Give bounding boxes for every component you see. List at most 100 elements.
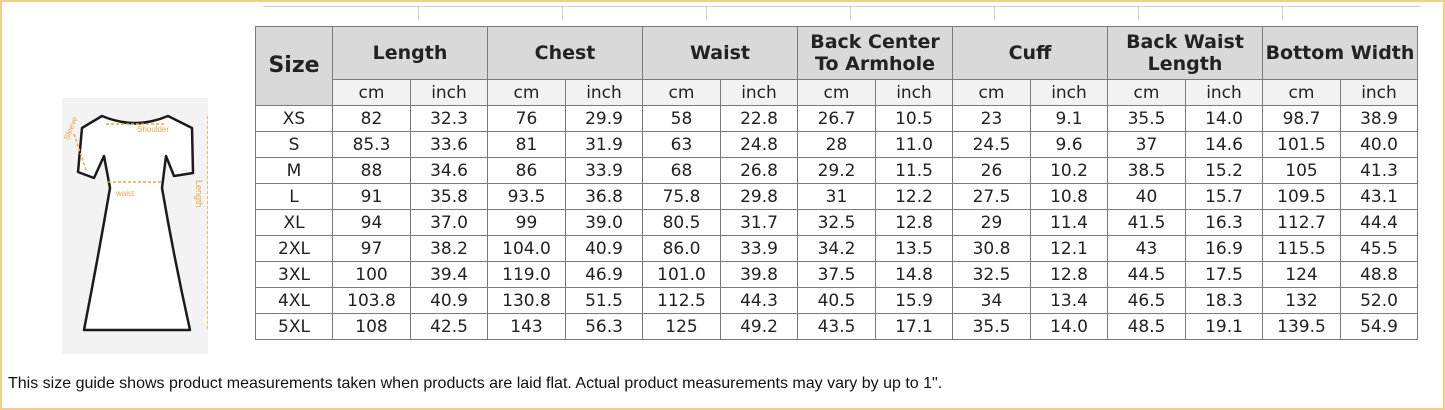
cm-value-cell: 31 [797, 183, 876, 210]
cm-value-cell: 43 [1107, 235, 1186, 262]
inch-value-cell: 45.5 [1340, 235, 1418, 262]
cm-value-cell: 108 [332, 313, 411, 340]
cm-value-cell: 29.2 [797, 157, 876, 184]
inch-value-cell: 15.9 [875, 287, 953, 314]
cm-value-cell: 48.5 [1107, 313, 1186, 340]
inch-value-cell: 36.8 [565, 183, 643, 210]
inch-value-cell: 31.9 [565, 131, 643, 158]
cm-value-cell: 86 [487, 157, 566, 184]
cm-value-cell: 125 [642, 313, 721, 340]
inch-value-cell: 33.6 [410, 131, 488, 158]
inch-value-cell: 39.0 [565, 209, 643, 236]
cm-value-cell: 32.5 [797, 209, 876, 236]
cm-value-cell: 81 [487, 131, 566, 158]
cm-value-cell: 130.8 [487, 287, 566, 314]
cm-value-cell: 85.3 [332, 131, 411, 158]
unit-inch: inch [1030, 79, 1108, 106]
inch-value-cell: 33.9 [565, 157, 643, 184]
inch-value-cell: 16.3 [1185, 209, 1263, 236]
table-row: 4XL 103.8 40.9 130.8 51.5 112.5 44.3 40.5 15.9 34… [255, 287, 1418, 314]
inch-value-cell: 11.5 [875, 157, 953, 184]
inch-value-cell: 33.9 [720, 235, 798, 262]
inch-value-cell: 10.2 [1030, 157, 1108, 184]
size-cell: 3XL [255, 261, 333, 288]
unit-inch: inch [720, 79, 798, 106]
inch-value-cell: 12.8 [1030, 261, 1108, 288]
inch-value-cell: 40.9 [565, 235, 643, 262]
cm-value-cell: 124 [1262, 261, 1341, 288]
size-cell: XS [255, 105, 333, 132]
waist-label: waist [116, 189, 135, 198]
inch-value-cell: 12.2 [875, 183, 953, 210]
inch-value-cell: 12.1 [1030, 235, 1108, 262]
unit-cm: cm [952, 79, 1031, 106]
inch-value-cell: 40.0 [1340, 131, 1418, 158]
footer-note: This size guide shows product measuremen… [8, 375, 943, 392]
cm-value-cell: 112.5 [642, 287, 721, 314]
chest-header: Chest [487, 26, 643, 80]
inch-value-cell: 39.8 [720, 261, 798, 288]
inch-value-cell: 15.2 [1185, 157, 1263, 184]
unit-inch: inch [1185, 79, 1263, 106]
size-chart-table: Size Length Chest Waist Back Center To A… [255, 26, 1418, 340]
inch-value-cell: 22.8 [720, 105, 798, 132]
unit-inch: inch [1340, 79, 1418, 106]
cm-value-cell: 32.5 [952, 261, 1031, 288]
inch-value-cell: 12.8 [875, 209, 953, 236]
table-row: S 85.3 33.6 81 31.9 63 24.8 28 11.0 24.5 9.6 37 14.6… [255, 131, 1418, 158]
inch-value-cell: 29.9 [565, 105, 643, 132]
inch-value-cell: 49.2 [720, 313, 798, 340]
inch-value-cell: 18.3 [1185, 287, 1263, 314]
cm-value-cell: 29 [952, 209, 1031, 236]
cm-value-cell: 26 [952, 157, 1031, 184]
inch-value-cell: 54.9 [1340, 313, 1418, 340]
cm-value-cell: 98.7 [1262, 105, 1341, 132]
inch-value-cell: 39.4 [410, 261, 488, 288]
cm-value-cell: 103.8 [332, 287, 411, 314]
back-center-to-armhole-header: Back Center To Armhole [797, 26, 953, 80]
table-row: M 88 34.6 86 33.9 68 26.8 29.2 11.5 26 10.2 38.5 15.… [255, 157, 1418, 184]
inch-value-cell: 26.8 [720, 157, 798, 184]
size-cell: XL [255, 209, 333, 236]
inch-value-cell: 29.8 [720, 183, 798, 210]
bottom-width-header: Bottom Width [1262, 26, 1418, 80]
unit-cm: cm [797, 79, 876, 106]
cm-value-cell: 63 [642, 131, 721, 158]
inch-value-cell: 32.3 [410, 105, 488, 132]
cm-value-cell: 101.5 [1262, 131, 1341, 158]
inch-value-cell: 14.6 [1185, 131, 1263, 158]
size-cell: S [255, 131, 333, 158]
cm-value-cell: 88 [332, 157, 411, 184]
inch-value-cell: 10.5 [875, 105, 953, 132]
cm-value-cell: 82 [332, 105, 411, 132]
inch-value-cell: 11.4 [1030, 209, 1108, 236]
inch-value-cell: 14.0 [1185, 105, 1263, 132]
inch-value-cell: 14.8 [875, 261, 953, 288]
inch-value-cell: 48.8 [1340, 261, 1418, 288]
inch-value-cell: 9.6 [1030, 131, 1108, 158]
table-row: 2XL 97 38.2 104.0 40.9 86.0 33.9 34.2 13.5 30.8 12… [255, 235, 1418, 262]
cm-value-cell: 115.5 [1262, 235, 1341, 262]
cm-value-cell: 26.7 [797, 105, 876, 132]
inch-value-cell: 40.9 [410, 287, 488, 314]
table-row: 5XL 108 42.5 143 56.3 125 49.2 43.5 17.1 35.5 14.0… [255, 313, 1418, 340]
inch-value-cell: 42.5 [410, 313, 488, 340]
size-table-body: XS 82 32.3 76 29.9 58 22.8 26.7 10.5 23 9.1 35.5 14.… [255, 105, 1418, 340]
unit-cm: cm [1107, 79, 1186, 106]
size-column-header: Size [255, 26, 333, 106]
cm-value-cell: 30.8 [952, 235, 1031, 262]
unit-inch: inch [875, 79, 953, 106]
inch-value-cell: 51.5 [565, 287, 643, 314]
size-cell: 5XL [255, 313, 333, 340]
unit-inch: inch [565, 79, 643, 106]
inch-value-cell: 24.8 [720, 131, 798, 158]
cm-value-cell: 97 [332, 235, 411, 262]
cm-value-cell: 35.5 [1107, 105, 1186, 132]
top-strip-divider [263, 6, 1421, 21]
cm-value-cell: 86.0 [642, 235, 721, 262]
size-cell: 4XL [255, 287, 333, 314]
inch-value-cell: 17.1 [875, 313, 953, 340]
size-cell: L [255, 183, 333, 210]
dress-outline-icon [73, 114, 209, 332]
cm-value-cell: 104.0 [487, 235, 566, 262]
